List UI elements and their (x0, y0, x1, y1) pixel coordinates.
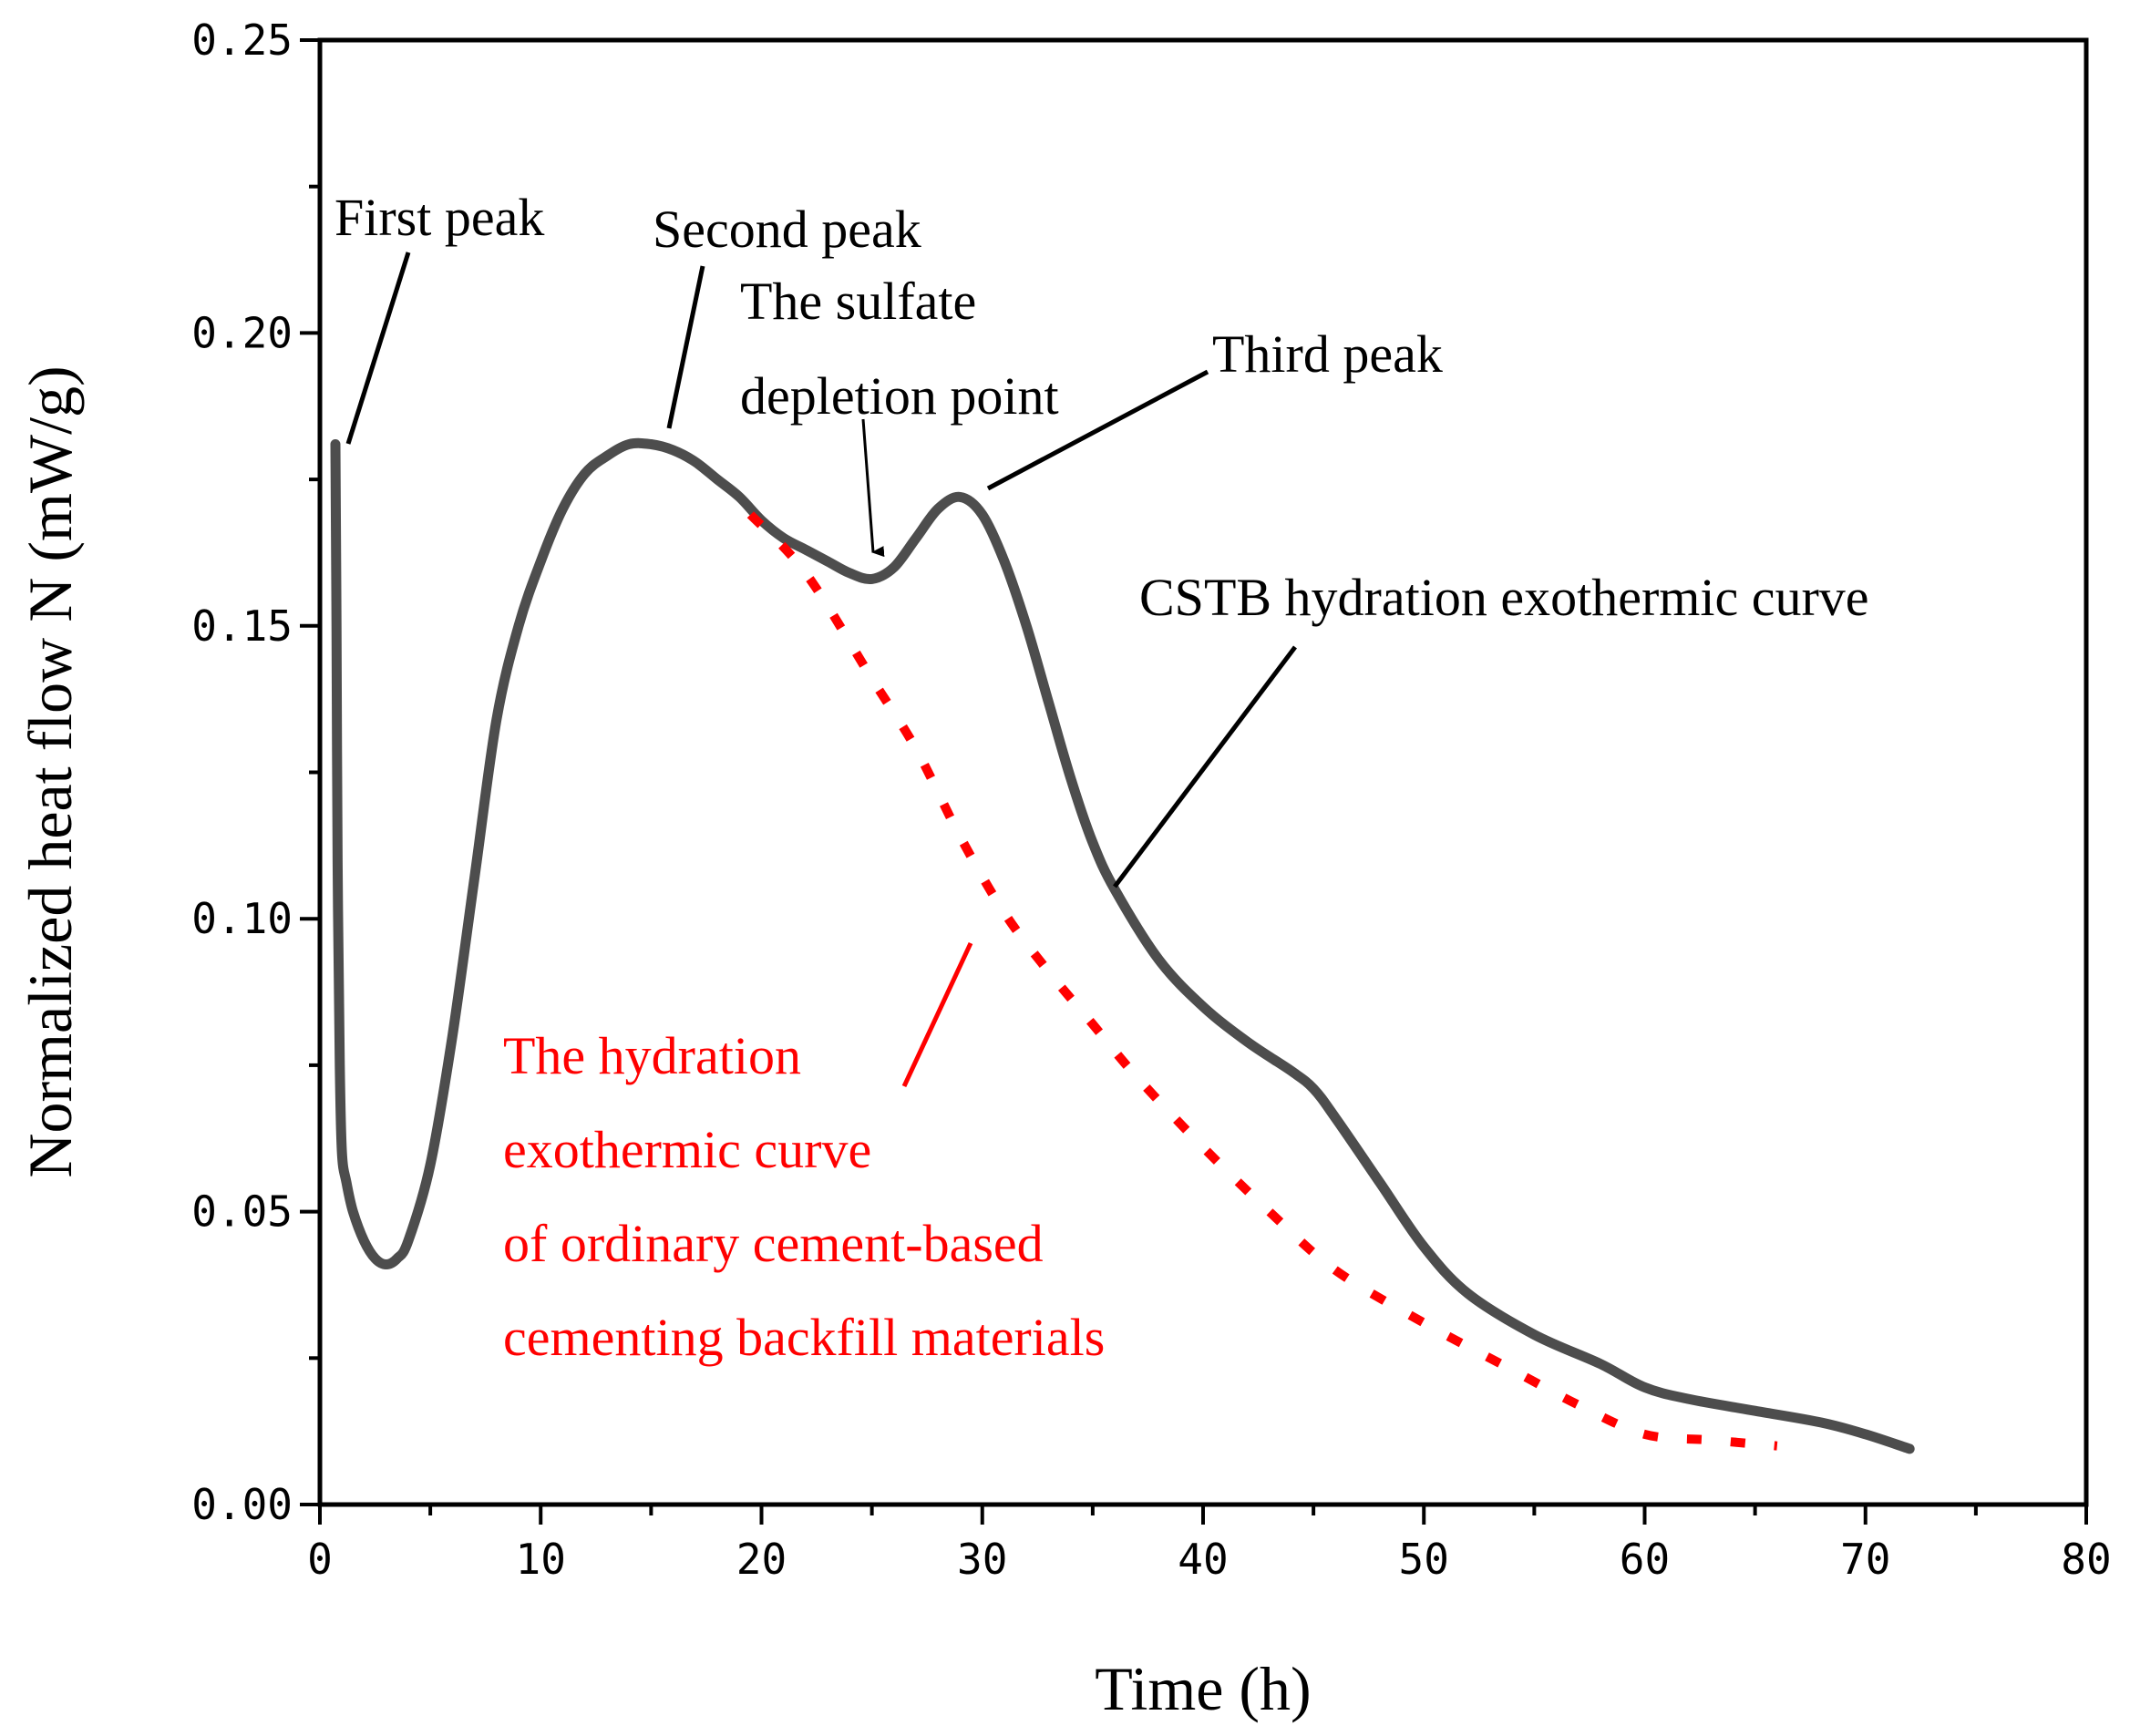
sulfate-point-arrow (861, 418, 885, 558)
y-axis-title: Normalized heat flow N (mW/g) (15, 365, 85, 1177)
y-tick-label: 0.15 (191, 601, 293, 651)
x-tick-label: 10 (516, 1535, 566, 1584)
series-layer (330, 437, 1915, 1454)
y-tick-labels: 0.00 0.05 0.10 0.15 0.20 0.25 (191, 15, 293, 1529)
first-peak-leader (345, 252, 411, 445)
annotation-leaders (345, 252, 1297, 889)
cstb-curve-label: CSTB hydration exothermic curve (1139, 568, 1869, 627)
plot-frame (317, 37, 2089, 1507)
third-peak-leader (986, 369, 1209, 491)
y-tick-label: 0.25 (191, 15, 293, 65)
sulfate-label-line2: depletion point (740, 366, 1059, 426)
red-curve-label-line3: of ordinary cement-based (503, 1214, 1044, 1273)
cstb-curve-line (330, 437, 1915, 1454)
x-tick-label: 30 (957, 1535, 1007, 1584)
x-tick-label: 20 (736, 1535, 787, 1584)
x-tick-labels: 0 10 20 30 40 50 60 70 80 (307, 1535, 2112, 1584)
red-curve-label-line4: cementing backfill materials (503, 1308, 1105, 1367)
x-tick-label: 50 (1399, 1535, 1449, 1584)
second-peak-leader (666, 265, 705, 429)
x-tick-label: 0 (307, 1535, 333, 1584)
y-tick-label: 0.00 (191, 1480, 293, 1529)
sulfate-label-line1: The sulfate (740, 272, 976, 331)
x-tick-label: 40 (1178, 1535, 1228, 1584)
y-tick-label: 0.10 (191, 894, 293, 943)
first-peak-label: First peak (334, 188, 544, 247)
x-tick-label: 80 (2061, 1535, 2111, 1584)
x-tick-label: 70 (1840, 1535, 1890, 1584)
red-curve-leader (901, 941, 973, 1088)
x-tick-label: 60 (1620, 1535, 1670, 1584)
cstb-curve-leader (1113, 645, 1297, 889)
y-tick-label: 0.20 (191, 308, 293, 357)
red-curve-label-line1: The hydration (503, 1026, 801, 1085)
y-tick-label: 0.05 (191, 1187, 293, 1237)
third-peak-label: Third peak (1212, 324, 1443, 384)
ordinary-cement-curve-line (746, 511, 1778, 1451)
x-axis-title: Time (h) (1095, 1654, 1311, 1723)
red-curve-label-line2: exothermic curve (503, 1120, 871, 1179)
second-peak-label: Second peak (653, 200, 921, 259)
